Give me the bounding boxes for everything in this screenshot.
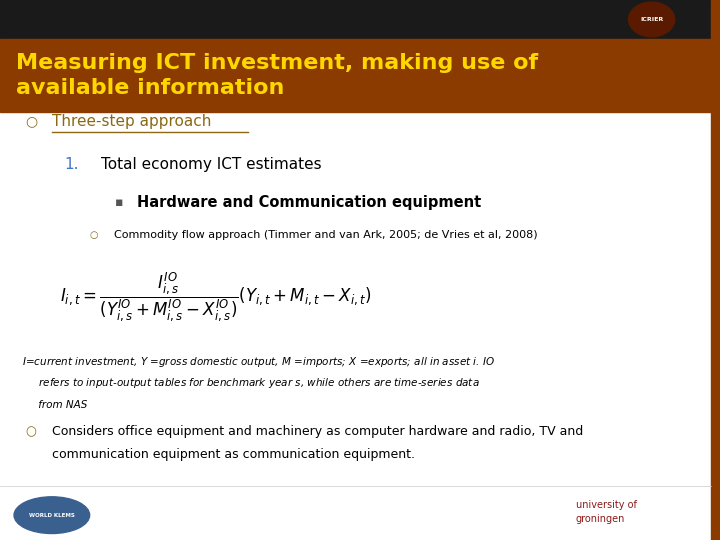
Text: ICRIER: ICRIER [640,17,663,22]
Text: from NAS: from NAS [22,400,87,410]
Text: communication equipment as communication equipment.: communication equipment as communication… [52,448,415,461]
Text: Commodity flow approach (Timmer and van Ark, 2005; de Vries et al, 2008): Commodity flow approach (Timmer and van … [114,230,537,240]
Text: ○: ○ [25,114,37,129]
Text: Hardware and Communication equipment: Hardware and Communication equipment [137,195,481,210]
Text: Considers office equipment and machinery as computer hardware and radio, TV and: Considers office equipment and machinery… [52,426,583,438]
Bar [711,0,720,540]
Text: university of
groningen: university of groningen [576,501,637,523]
Text: ○: ○ [90,230,99,240]
Bar [0,39,711,112]
Bar [0,0,711,39]
Text: ▪: ▪ [115,196,124,209]
Text: $I_{i,t} = \dfrac{I_{i,s}^{IO}}{(Y_{i,s}^{IO} + M_{i,s}^{IO} - X_{i,s}^{IO})}$$(: $I_{i,t} = \dfrac{I_{i,s}^{IO}}{(Y_{i,s}… [60,271,372,323]
Text: $I$=current investment, $Y$ =gross domestic output, $M$ =imports; $X$ =exports; : $I$=current investment, $Y$ =gross domes… [22,355,495,369]
Text: WORLD KLEMS: WORLD KLEMS [29,512,75,518]
Text: Measuring ICT investment, making use of
available information: Measuring ICT investment, making use of … [16,53,538,98]
Text: refers to input-output tables for benchmark year $s$, while others are time-seri: refers to input-output tables for benchm… [22,376,480,390]
Text: Total economy ICT estimates: Total economy ICT estimates [101,157,321,172]
Ellipse shape [14,497,89,534]
Circle shape [629,2,675,37]
Text: Three-step approach: Three-step approach [52,114,211,129]
Text: ○: ○ [25,426,36,438]
Text: 1.: 1. [65,157,79,172]
